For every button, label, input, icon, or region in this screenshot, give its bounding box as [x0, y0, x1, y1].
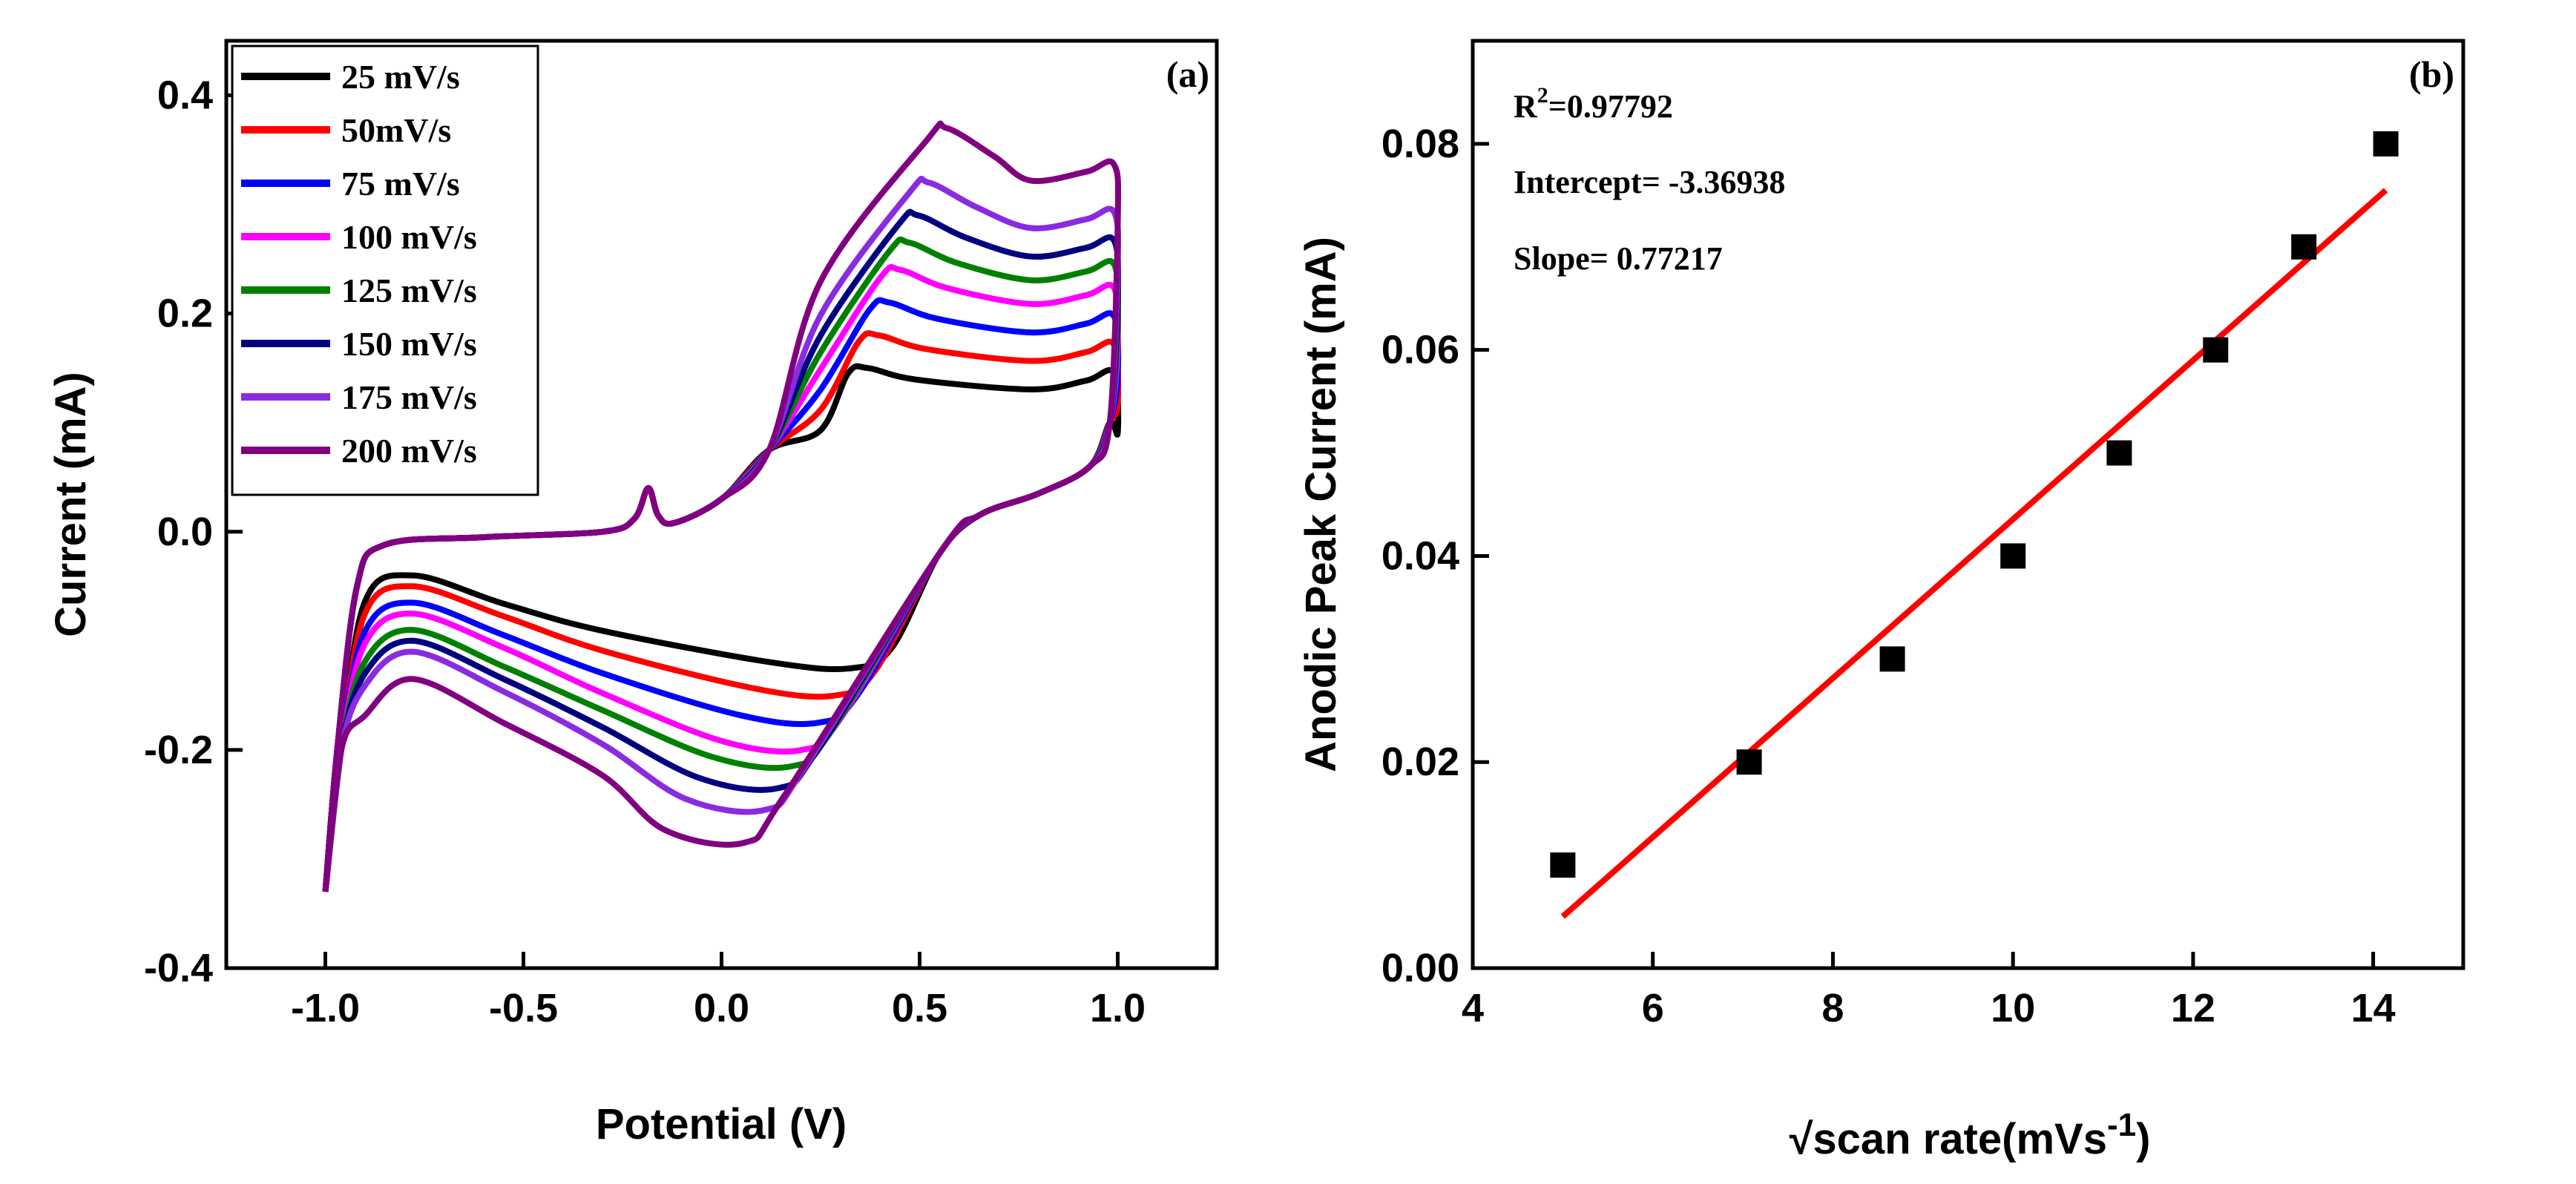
x-tick-label: 14	[2351, 986, 2396, 1030]
panel-a-ticks: -1.0 -0.5 0.0 0.5 1.0 -0.4 -0.2 0.0 0.2 0.4	[144, 73, 1146, 1030]
y-tick-label: 0.4	[157, 73, 213, 118]
data-point	[2373, 131, 2399, 157]
y-tick-label: -0.2	[144, 728, 213, 772]
x-title-sup: -1	[2107, 1107, 2136, 1143]
fit-line	[1560, 188, 2388, 919]
r-squared-annotation: R2=0.97792	[1514, 83, 1673, 125]
x-tick-label: -0.5	[489, 986, 558, 1030]
data-point	[2106, 440, 2132, 466]
legend-entry: 125 mV/s	[341, 272, 477, 309]
data-point	[1736, 749, 1762, 775]
legend-entry: 175 mV/s	[341, 378, 477, 416]
y-tick-label: 0.06	[1381, 328, 1459, 372]
legend-entry: 50mV/s	[341, 111, 451, 149]
panel-b-ticks: 4 6 8 10 12 14 0.00 0.02 0.04 0.06 0.08	[1381, 122, 2396, 1030]
data-point	[2291, 234, 2317, 260]
panel-a-legend: 25 mV/s 50mV/s 75 mV/s 100 mV/s 125 mV/s 150 …	[231, 45, 539, 496]
y-tick-label: 0.00	[1381, 946, 1459, 990]
y-tick-label: 0.2	[157, 292, 213, 336]
panel-a-label: (a)	[1166, 53, 1209, 95]
panel-b-x-axis-title: √scan rate(mVs-1)	[1790, 1107, 2151, 1163]
panel-b-y-axis-title: Anodic Peak Current (mA)	[1297, 237, 1345, 772]
y-tick-label: 0.0	[157, 510, 213, 554]
x-tick-label: 0.5	[892, 986, 947, 1030]
panel-a-cv-chart: -1.0 -0.5 0.0 0.5 1.0 -0.4 -0.2 0.0 0.2 0.4 (a) P…	[47, 39, 1219, 1148]
data-point	[2000, 543, 2026, 569]
data-points	[1550, 131, 2399, 878]
x-tick-label: 10	[1991, 986, 2035, 1030]
x-tick-label: 0.0	[694, 986, 749, 1030]
x-tick-label: 4	[1462, 986, 1484, 1030]
legend-entry: 75 mV/s	[341, 165, 460, 203]
cv-curve-8	[322, 120, 1122, 892]
panel-b-label: (b)	[2409, 53, 2454, 95]
panel-b-frame	[1471, 39, 2465, 970]
x-tick-label: -1.0	[291, 986, 360, 1030]
r2-sup: 2	[1537, 83, 1548, 108]
slope-annotation: Slope= 0.77217	[1514, 240, 1723, 277]
y-tick-label: 0.08	[1381, 122, 1459, 166]
y-tick-label: 0.02	[1381, 740, 1459, 784]
intercept-annotation: Intercept= -3.36938	[1514, 164, 1785, 200]
data-point	[2203, 337, 2229, 363]
data-point	[1879, 646, 1905, 672]
r2-main: R	[1514, 88, 1538, 125]
y-tick-label: -0.4	[144, 946, 213, 990]
legend-box	[231, 45, 539, 496]
data-point	[1550, 852, 1576, 878]
legend-entry: 150 mV/s	[341, 325, 477, 363]
panel-b-scatter-chart: 4 6 8 10 12 14 0.00 0.02 0.04 0.06 0.08 (b) R2=0.9…	[1297, 39, 2465, 1163]
legend-entry: 25 mV/s	[341, 58, 460, 96]
panel-a-y-axis-title: Current (mA)	[47, 372, 95, 637]
panel-a-x-axis-title: Potential (V)	[596, 1100, 847, 1148]
x-tick-label: 12	[2171, 986, 2215, 1030]
x-tick-label: 6	[1642, 986, 1664, 1030]
r2-value: =0.97792	[1548, 88, 1673, 125]
legend-entry: 100 mV/s	[341, 218, 477, 256]
x-tick-label: 8	[1821, 986, 1844, 1030]
x-title-main: √scan rate(mVs	[1790, 1115, 2107, 1163]
x-tick-label: 1.0	[1090, 986, 1146, 1030]
linear-fit	[1560, 188, 2388, 919]
cv-curves	[322, 120, 1122, 892]
x-title-end: )	[2136, 1115, 2150, 1163]
legend-entry: 200 mV/s	[341, 432, 477, 470]
y-tick-label: 0.04	[1381, 533, 1459, 578]
